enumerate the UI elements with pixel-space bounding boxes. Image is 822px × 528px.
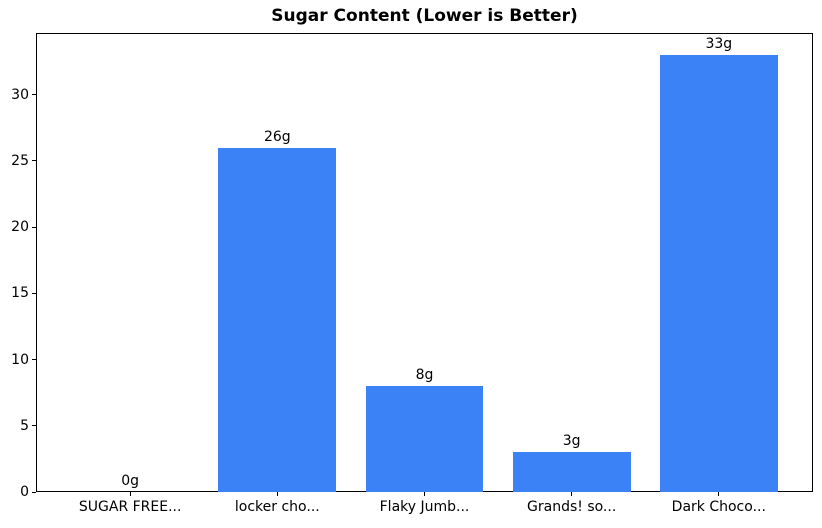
x-axis-tick bbox=[129, 492, 131, 496]
x-axis-tick bbox=[276, 492, 278, 496]
x-tick-label: Dark Choco... bbox=[671, 499, 766, 515]
bar bbox=[365, 386, 484, 492]
x-axis-tick bbox=[571, 492, 573, 496]
y-axis-tick bbox=[32, 94, 36, 96]
bar-value-label: 0g bbox=[121, 473, 140, 489]
bar-value-label: 26g bbox=[263, 128, 291, 145]
bar-value-label: 33g bbox=[705, 35, 733, 52]
y-tick-label: 15 bbox=[11, 285, 29, 302]
x-axis-tick bbox=[424, 492, 425, 496]
y-tick-label: 0 bbox=[20, 484, 29, 500]
y-tick-label: 25 bbox=[11, 152, 29, 169]
bar-value-label: 8g bbox=[415, 367, 434, 384]
y-axis-tick bbox=[32, 160, 36, 162]
y-axis-tick bbox=[32, 491, 36, 493]
x-axis-tick bbox=[718, 492, 720, 496]
y-tick-label: 30 bbox=[11, 86, 29, 103]
y-tick-label: 20 bbox=[11, 219, 29, 236]
x-tick-label: Grands! so... bbox=[527, 499, 617, 515]
y-axis-tick bbox=[32, 226, 36, 228]
x-tick-label: locker cho... bbox=[234, 499, 320, 515]
x-tick-label: SUGAR FREE... bbox=[78, 499, 182, 515]
bar bbox=[218, 147, 337, 492]
y-axis-tick bbox=[32, 359, 36, 361]
y-axis-tick bbox=[32, 425, 36, 427]
bar bbox=[659, 54, 778, 492]
y-tick-label: 10 bbox=[11, 351, 29, 368]
bar-value-label: 3g bbox=[562, 433, 581, 450]
chart-title: Sugar Content (Lower is Better) bbox=[271, 6, 578, 26]
x-tick-label: Flaky Jumb... bbox=[379, 499, 470, 515]
y-axis-tick bbox=[32, 292, 36, 294]
y-tick-label: 5 bbox=[20, 417, 29, 434]
bar bbox=[512, 452, 631, 492]
